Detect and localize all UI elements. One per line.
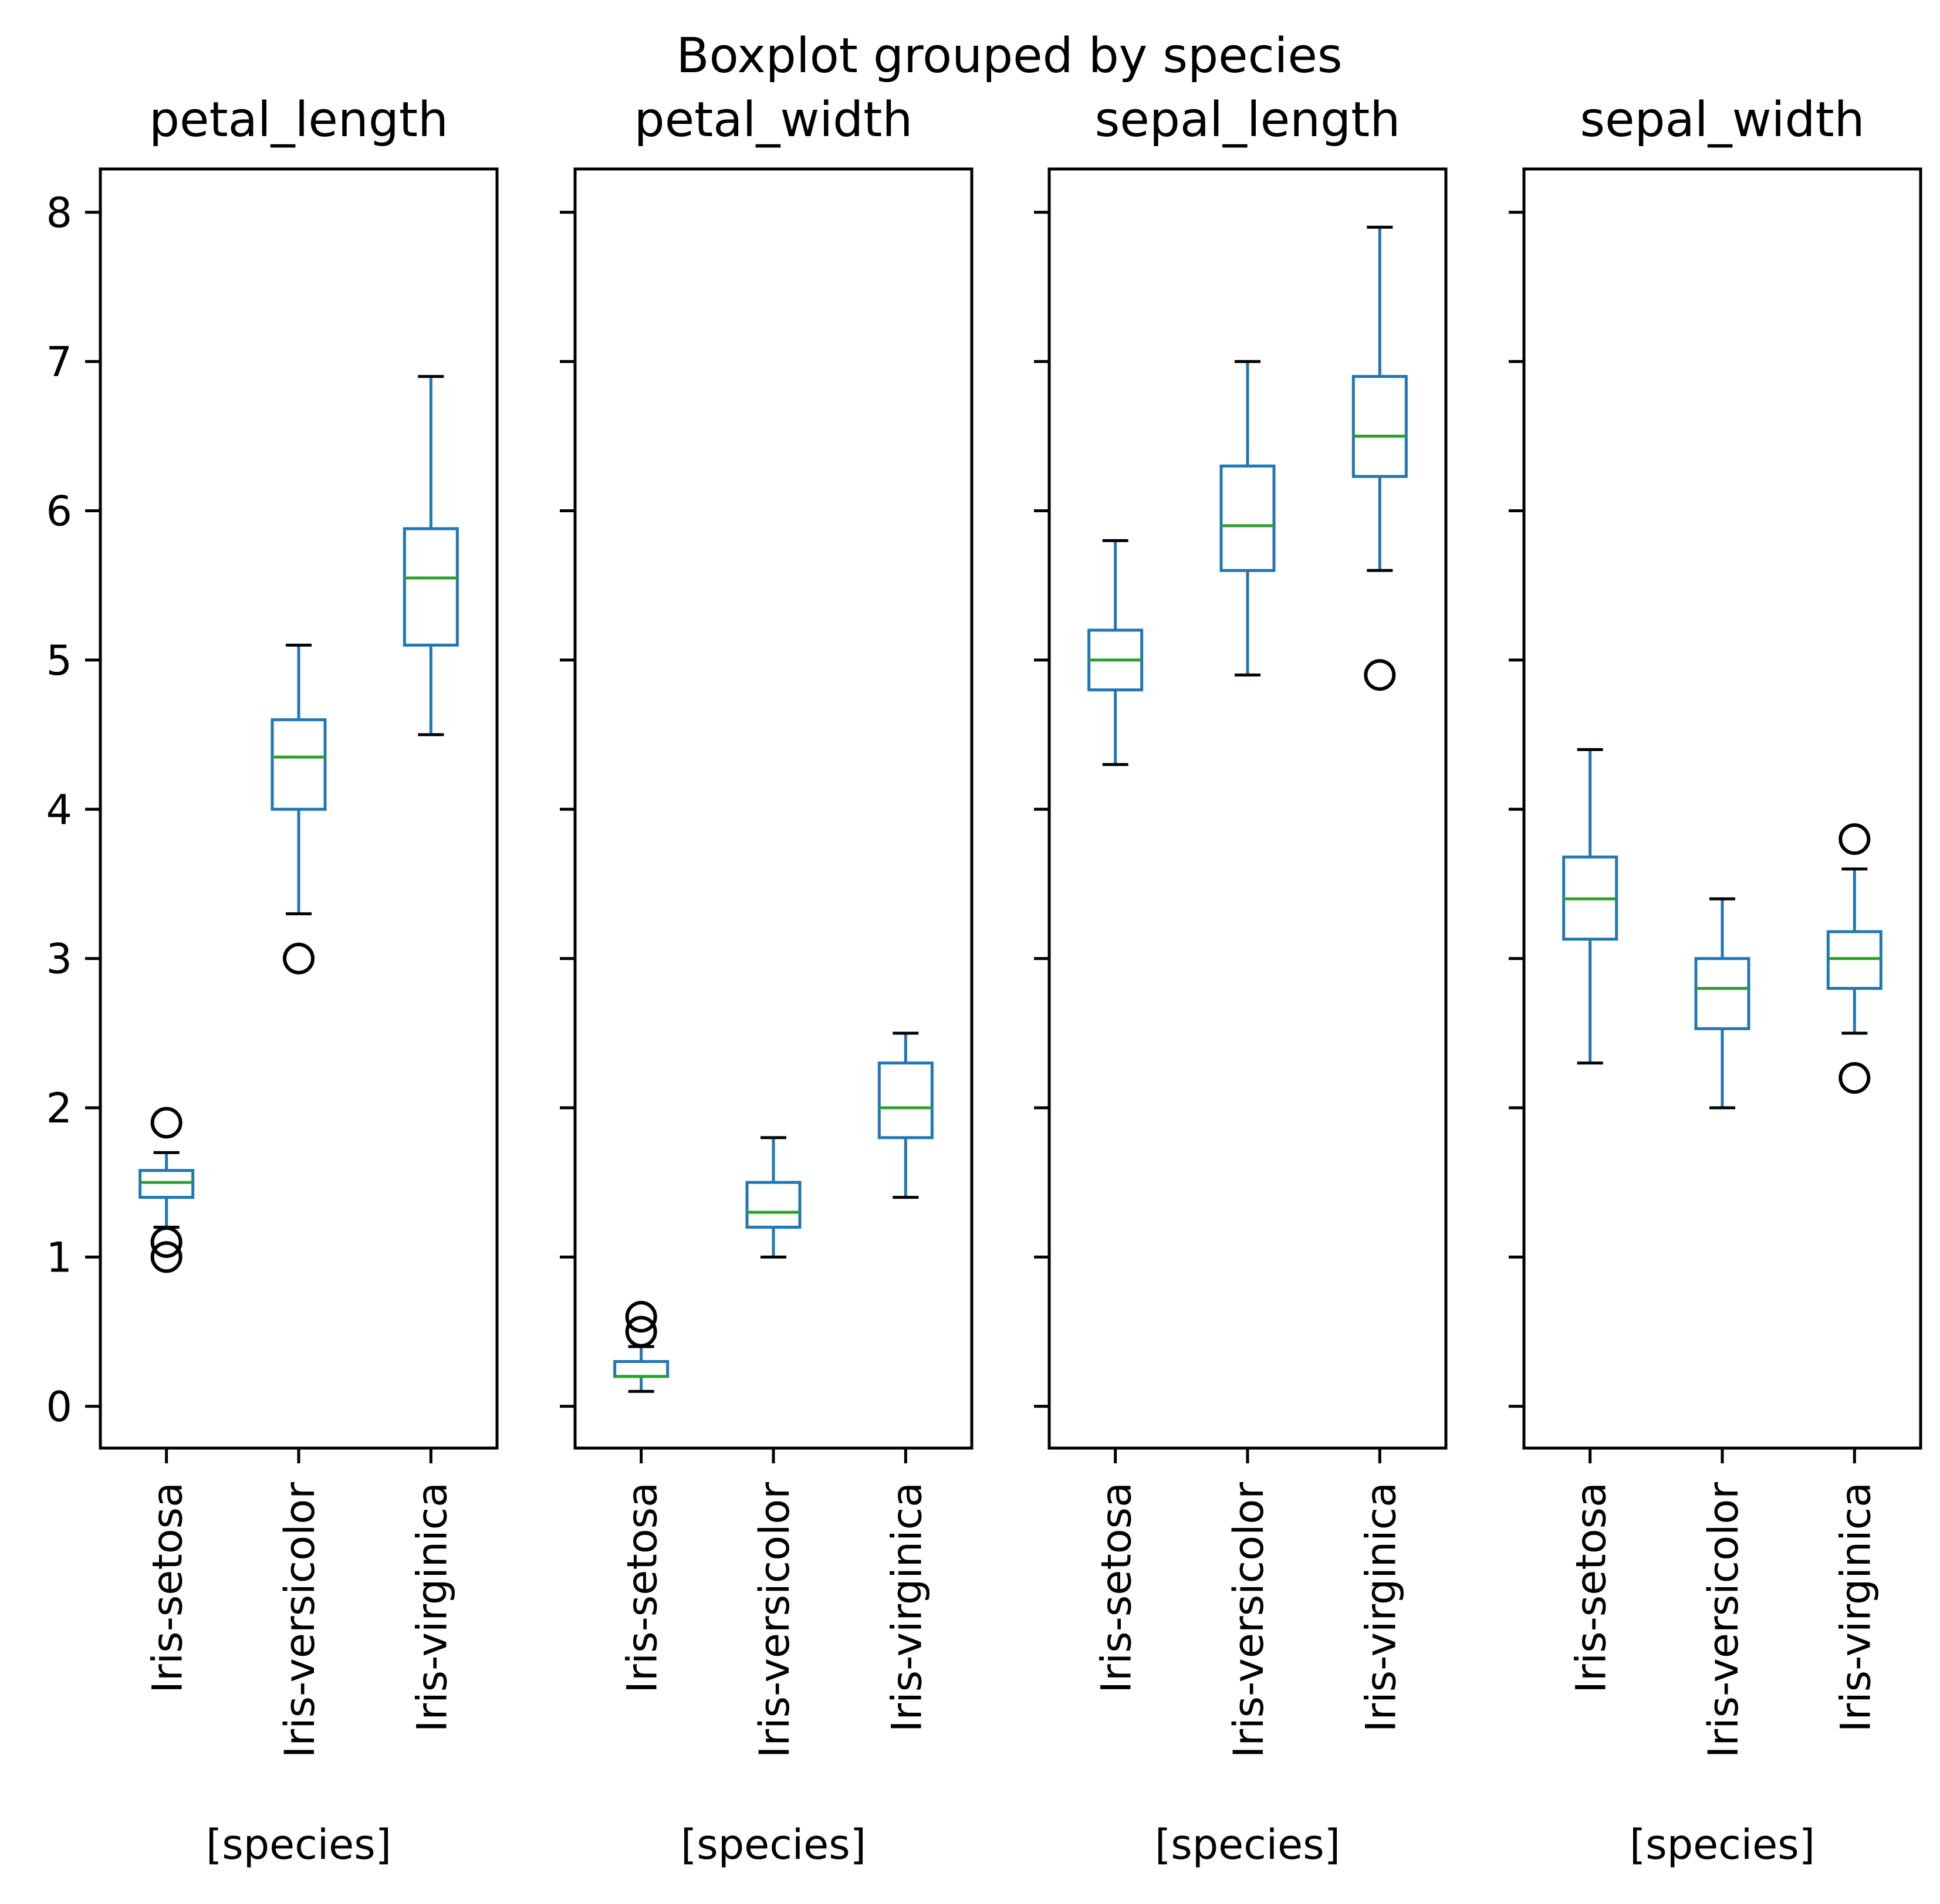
y-tick-label: 7 (46, 338, 72, 386)
panel-petal-width: petal_width Iris-setosa Iris-versicolor Iri… (560, 92, 974, 1869)
x-tick-label: Iris-virginica (883, 1482, 931, 1732)
x-axis-label: [species] (1155, 1821, 1340, 1869)
outlier-point (1364, 659, 1396, 691)
x-tick-label: Iris-virginica (1831, 1482, 1880, 1732)
x-tick-label: Iris-setosa (144, 1482, 192, 1693)
y-tick-label: 6 (46, 488, 72, 536)
x-tick-label: Iris-versicolor (1225, 1482, 1273, 1758)
box-iqr (745, 1181, 802, 1229)
y-tick-label: 8 (46, 189, 72, 237)
box-iris-versicolor (1219, 360, 1276, 677)
axes-frame (1522, 167, 1922, 1450)
box-iris-setosa (1562, 748, 1618, 1065)
x-tick-label: Iris-setosa (1567, 1482, 1615, 1693)
box-iqr (138, 1169, 195, 1199)
outlier-point (150, 1107, 182, 1139)
outlier-point (1838, 823, 1871, 855)
x-tick-label: Iris-versicolor (276, 1482, 324, 1758)
x-tick-label: Iris-setosa (618, 1482, 667, 1693)
x-tick-label: Iris-virginica (1357, 1482, 1405, 1732)
x-axis-label: [species] (681, 1821, 866, 1869)
box-iris-setosa (613, 1301, 670, 1393)
box-iris-virginica (877, 1032, 934, 1199)
y-tick-label: 3 (46, 935, 72, 983)
box-iris-setosa (138, 1107, 195, 1273)
panel-title: sepal_length (1095, 92, 1401, 148)
panel-petal-length: petal_length 0 1 2 3 4 5 6 7 8 Iris-setosa Iris-ver… (46, 92, 499, 1869)
x-axis-label: [species] (1630, 1821, 1815, 1869)
box-iris-versicolor (1694, 897, 1750, 1110)
panel-title: petal_width (634, 92, 913, 148)
panel-sepal-width: sepal_width Iris-setosa Iris-versicolor Iri… (1509, 92, 1922, 1869)
box-iqr (877, 1061, 934, 1139)
y-tick-label: 2 (46, 1084, 72, 1132)
x-tick-label: Iris-versicolor (751, 1482, 799, 1758)
box-iris-virginica (403, 375, 459, 736)
y-tick-label: 5 (46, 637, 72, 685)
outlier-point (150, 1226, 182, 1258)
outlier-point (1838, 1062, 1871, 1094)
box-iris-versicolor (271, 643, 327, 975)
box-iris-virginica (1351, 225, 1408, 691)
panel-title: sepal_width (1580, 92, 1864, 148)
y-tick-label: 0 (46, 1383, 72, 1431)
box-iqr (1826, 930, 1882, 990)
chart-suptitle: Boxplot grouped by species (676, 28, 1342, 84)
box-iqr (1219, 464, 1276, 572)
panel-sepal-length: sepal_length Iris-setosa Iris-versicolor Ir… (1034, 92, 1448, 1869)
box-iris-versicolor (745, 1136, 802, 1259)
x-axis-label: [species] (206, 1821, 391, 1869)
x-tick-label: Iris-setosa (1093, 1482, 1141, 1693)
box-iqr (1351, 375, 1408, 478)
y-tick-label: 4 (46, 786, 72, 834)
outlier-point (283, 942, 315, 975)
x-tick-label: Iris-virginica (408, 1482, 456, 1732)
box-iqr (271, 718, 327, 811)
outlier-point (625, 1315, 657, 1348)
box-iqr (403, 527, 459, 647)
outlier-point (150, 1241, 182, 1273)
x-tick-label: Iris-versicolor (1699, 1482, 1748, 1758)
y-tick-label: 1 (46, 1233, 72, 1281)
box-iris-virginica (1826, 823, 1882, 1094)
box-iqr (1694, 957, 1750, 1030)
box-iqr (613, 1359, 670, 1378)
panel-title: petal_length (149, 92, 448, 148)
outlier-point (625, 1301, 657, 1333)
box-iris-setosa (1087, 539, 1144, 766)
